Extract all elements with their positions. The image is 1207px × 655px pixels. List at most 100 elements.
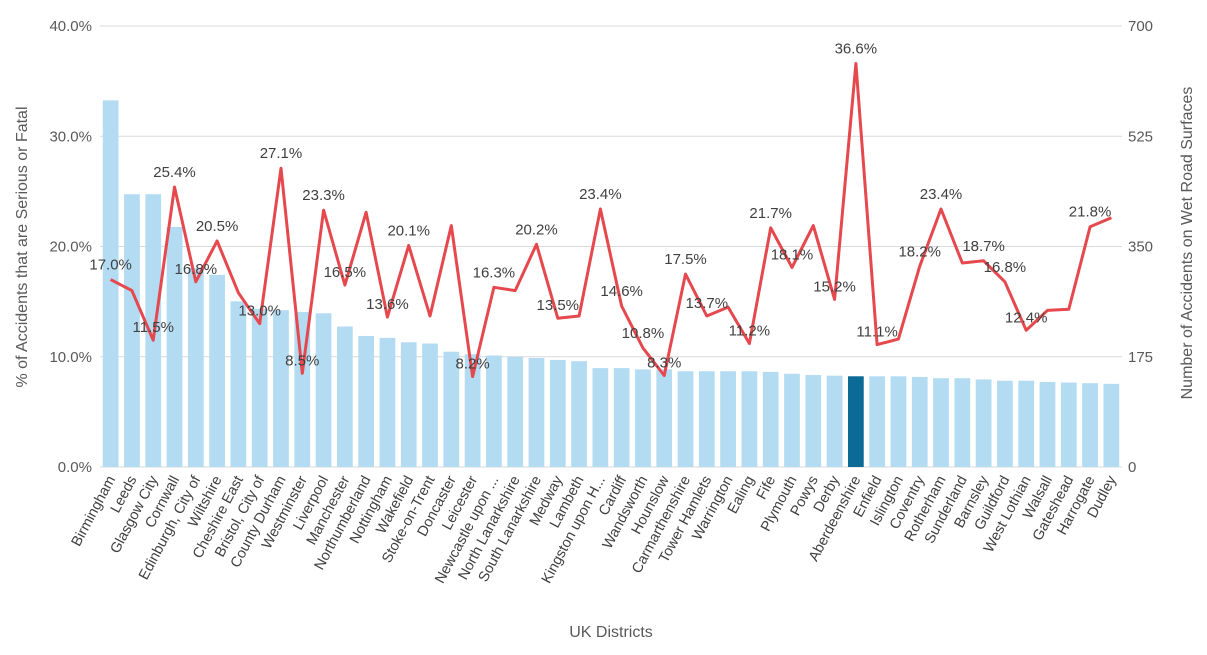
bar [656,369,673,467]
bar [677,371,694,467]
bar [464,354,481,467]
line-data-label: 11.5% [133,319,174,336]
right-tick-label: 0 [1128,459,1136,476]
line-data-label: 23.4% [579,186,622,203]
line-data-label: 16.5% [324,264,367,281]
line-data-label: 12.4% [1005,309,1048,326]
line-data-label: 16.3% [473,264,516,281]
line-data-label: 27.1% [260,145,303,162]
bar [592,368,609,467]
line-data-label: 17.5% [664,251,707,268]
bar [422,343,438,467]
bar [847,376,864,467]
bar [1060,382,1077,467]
bar [507,356,524,467]
left-tick-label: 10.0% [49,349,92,366]
left-tick-label: 0.0% [58,459,92,476]
bar [443,351,460,467]
line-data-label: 18.2% [898,243,941,260]
bar [486,355,502,467]
right-axis-ticks: 0 175 350 525 700 [1128,18,1153,476]
bar [911,376,928,467]
bar [997,380,1013,467]
line-data-label: 36.6% [835,40,878,57]
line-data-label: 16.8% [175,261,218,278]
bar [209,274,225,467]
left-tick-label: 20.0% [49,239,92,256]
line-data-label: 17.0% [89,257,132,274]
line-data-label: 8.3% [647,354,681,371]
line-data-label: 18.1% [771,246,814,263]
line-data-label: 20.1% [387,222,430,239]
line-data-label: 20.2% [515,221,558,238]
bar [230,301,247,467]
bar [1082,383,1098,467]
x-axis-title: UK Districts [569,624,653,641]
bar [1103,383,1120,467]
right-tick-label: 700 [1128,18,1153,35]
line-data-label: 8.2% [456,356,490,373]
line-data-label: 23.4% [920,186,963,203]
left-axis-ticks: 0.0% 10.0% 20.0% 30.0% 40.0% [49,18,92,476]
line-data-label: 18.7% [962,238,1005,255]
line-data-label: 13.0% [238,303,281,320]
bar [762,371,779,467]
bar [315,313,332,467]
bar-series [102,100,1120,467]
bar [613,368,630,467]
bar [124,194,140,467]
bar [400,342,417,467]
line-data-label: 23.3% [302,187,345,204]
bar [571,361,587,467]
bar [1018,380,1035,467]
line-data-label: 11.1% [856,324,897,341]
bar [549,359,566,467]
bar [805,375,822,467]
right-tick-label: 350 [1128,239,1153,256]
left-tick-label: 30.0% [49,128,92,145]
bar [720,371,736,467]
bar [336,326,353,467]
bar [784,373,800,467]
bar [635,369,651,467]
line-data-label: 8.5% [285,352,319,369]
bar [166,226,183,467]
bar [187,267,204,467]
line-data-label: 13.5% [536,297,579,314]
bar [251,308,268,467]
bar [869,376,886,467]
bar [379,337,396,467]
bar [975,379,992,467]
line-path [109,62,1112,379]
line-data-label: 21.7% [749,205,792,222]
line-data-label: 11.2% [729,323,770,340]
bar [954,378,971,467]
line-series [109,62,1112,379]
bar [1039,381,1056,467]
right-tick-label: 525 [1128,128,1153,145]
line-data-label: 25.4% [153,164,196,181]
line-data-label: 16.8% [984,259,1027,276]
bar [741,371,758,467]
left-axis-title: % of Accidents that are Serious or Fatal [14,106,31,387]
line-data-label: 20.5% [196,218,239,235]
bar [698,371,715,467]
line-data-label: 14.6% [600,283,643,300]
bar [933,378,949,467]
bar [273,310,289,467]
line-data-label: 21.8% [1069,204,1112,221]
line-data-labels: 17.0% 11.5% 25.4% 16.8% 20.5% 13.0% 27.1% 8.5% 2… [89,40,1111,372]
right-tick-label: 175 [1128,349,1153,366]
left-tick-label: 40.0% [49,18,92,35]
right-axis-title: Number of Accidents on Wet Road Surfaces [1179,87,1196,400]
bar [102,100,119,467]
bar [826,375,843,467]
line-data-label: 10.8% [622,325,665,342]
line-data-label: 13.6% [366,296,409,313]
bar [890,376,907,467]
line-data-label: 15.2% [813,278,856,295]
bar [528,358,545,467]
bar [358,335,375,467]
